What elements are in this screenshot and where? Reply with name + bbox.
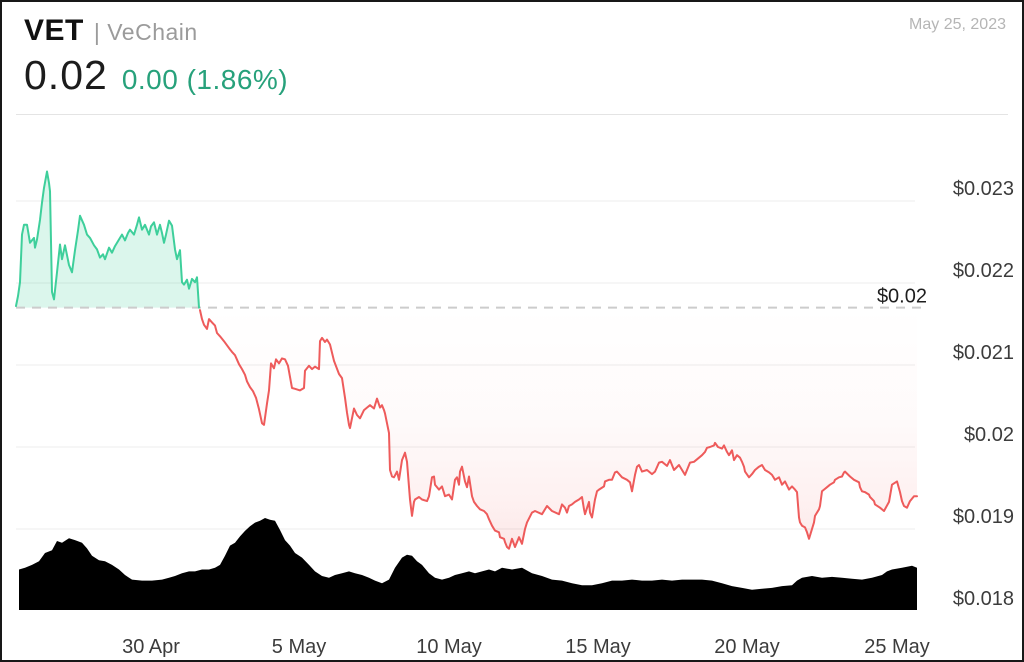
y-tick-label: $0.022 — [953, 260, 1014, 282]
x-tick-label: 5 May — [272, 636, 326, 658]
volume-area — [19, 518, 917, 610]
y-tick-label: $0.021 — [953, 342, 1014, 364]
up-area-fill — [16, 171, 199, 308]
baseline-price-label: $0.02 — [877, 286, 927, 308]
price-change: 0.00 (1.86%) — [121, 64, 289, 95]
x-tick-label: 15 May — [565, 636, 631, 658]
header-divider — [16, 114, 1008, 115]
y-tick-label: $0.019 — [953, 506, 1014, 528]
down-area-fill — [200, 307, 917, 549]
x-axis-labels: 30 Apr 5 May 10 May 15 May 20 May 25 May — [122, 636, 930, 658]
y-tick-label: $0.02 — [964, 424, 1014, 446]
price-row: 0.02 0.00 (1.86%) — [24, 52, 288, 99]
x-tick-label: 10 May — [416, 636, 482, 658]
pipe-separator: | — [93, 19, 101, 45]
price-line-down — [199, 309, 918, 550]
x-tick-label: 25 May — [864, 636, 930, 658]
price-line-up — [15, 170, 200, 309]
ticker-symbol: VET — [24, 14, 84, 47]
x-tick-label: 30 Apr — [122, 636, 180, 658]
current-price: 0.02 — [24, 52, 108, 98]
date-label: May 25, 2023 — [909, 16, 1006, 33]
header-symbol-row: VET | VeChain — [24, 14, 198, 48]
y-tick-label: $0.018 — [953, 588, 1014, 610]
y-axis-labels: $0.023 $0.022 $0.021 $0.02 $0.019 $0.018 — [953, 178, 1014, 610]
coin-name: | VeChain — [93, 19, 198, 45]
y-tick-label: $0.023 — [953, 178, 1014, 200]
x-tick-label: 20 May — [714, 636, 780, 658]
